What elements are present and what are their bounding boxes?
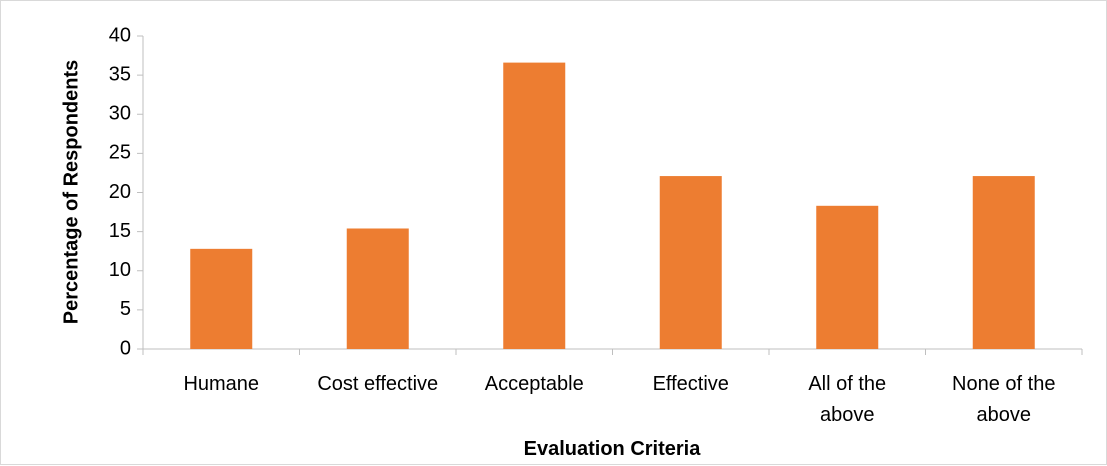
y-tick-label: 0 — [120, 337, 131, 359]
bar — [346, 228, 409, 349]
bar — [972, 176, 1035, 349]
y-tick-label: 20 — [109, 181, 131, 203]
bar — [659, 176, 722, 349]
y-tick-label: 15 — [109, 220, 131, 242]
x-tick-label: All of the above — [808, 373, 886, 426]
y-tick-label: 25 — [109, 142, 131, 164]
x-axis-title: Evaluation Criteria — [524, 438, 702, 460]
x-tick-label: Effective — [653, 373, 729, 395]
bar — [503, 62, 566, 349]
y-tick-label: 35 — [109, 63, 131, 85]
y-tick-label: 40 — [109, 24, 131, 46]
y-tick-label: 10 — [109, 259, 131, 281]
y-axis-title: Percentage of Respondents — [60, 60, 82, 325]
y-axis-title-group: Percentage of Respondents — [60, 60, 82, 325]
x-tick-label: Cost effective — [317, 373, 438, 395]
x-tick-label: Acceptable — [485, 373, 584, 395]
y-tick-label: 5 — [120, 298, 131, 320]
plot-area: 0 5 10 15 20 25 30 35 40 Humane Cost effective Acce… — [109, 24, 1083, 426]
x-tick-label: None of the above — [952, 373, 1055, 426]
bar — [190, 248, 253, 349]
y-tick-label: 30 — [109, 103, 131, 125]
bar — [816, 205, 879, 349]
x-tick-label: Humane — [183, 373, 259, 395]
